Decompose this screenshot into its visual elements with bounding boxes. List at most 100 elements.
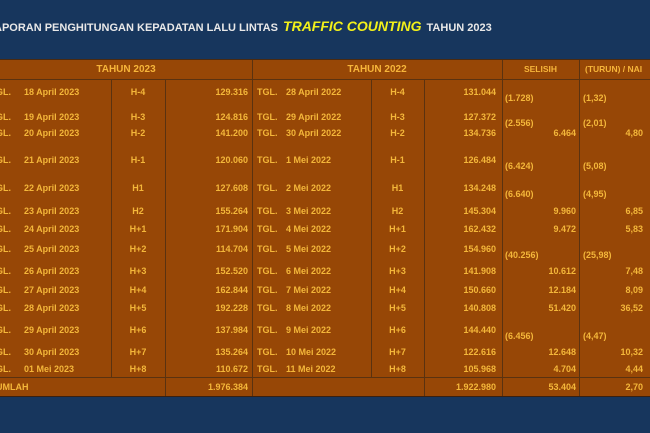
date-2022: 11 Mei 2022 <box>286 364 336 374</box>
percent-value: 4,80 <box>625 128 643 138</box>
row-tgl-label: GL. <box>0 303 11 313</box>
column-divider <box>252 60 253 396</box>
percent-value: (25,98) <box>583 250 612 260</box>
percent-value: 10,32 <box>620 347 643 357</box>
percent-value: (1,32) <box>583 93 607 103</box>
date-2022: 8 Mei 2022 <box>286 303 332 313</box>
date-2023: 19 April 2023 <box>24 112 80 122</box>
count-2023: 135.264 <box>215 347 248 357</box>
count-2023: 192.228 <box>215 303 248 313</box>
h-label-2022: H-2 <box>390 128 405 138</box>
h-label-2022: H-1 <box>390 155 405 165</box>
selisih-value: 9.960 <box>553 206 576 216</box>
percent-value: 8,09 <box>625 285 643 295</box>
selisih-value: 12.184 <box>548 285 576 295</box>
count-2023: 124.816 <box>215 112 248 122</box>
count-2022: 150.660 <box>463 285 496 295</box>
h-label-2022: H+8 <box>389 364 406 374</box>
h-label-2023: H+1 <box>129 224 147 234</box>
header-selisih: SELISIH <box>523 64 558 74</box>
selisih-value: (1.728) <box>505 93 534 103</box>
h-label-2022: H-4 <box>390 87 405 97</box>
count-2022: 154.960 <box>463 244 496 254</box>
row-tgl-label: TGL. <box>257 303 278 313</box>
row-tgl-label: GL. <box>0 206 11 216</box>
date-2023: 22 April 2023 <box>24 183 80 193</box>
date-2023: 24 April 2023 <box>24 224 80 234</box>
count-2023: 129.316 <box>215 87 248 97</box>
column-divider <box>371 79 372 377</box>
date-2023: 26 April 2023 <box>24 266 80 276</box>
count-2022: 105.968 <box>463 364 496 374</box>
column-divider <box>502 60 503 396</box>
row-tgl-label: TGL. <box>257 325 278 335</box>
row-tgl-label: GL. <box>0 364 11 374</box>
column-divider <box>579 60 580 396</box>
selisih-value: (6.424) <box>505 161 534 171</box>
total-label: UMLAH <box>0 382 29 392</box>
row-tgl-label: GL. <box>0 155 11 165</box>
count-2023: 162.844 <box>215 285 248 295</box>
h-label-2022: H-3 <box>390 112 405 122</box>
title-highlight: TRAFFIC COUNTING <box>283 18 422 34</box>
date-2023: 25 April 2023 <box>24 244 80 254</box>
percent-value: (4,47) <box>583 331 607 341</box>
date-2022: 29 April 2022 <box>286 112 342 122</box>
row-tgl-label: GL. <box>0 285 11 295</box>
count-2023: 155.264 <box>215 206 248 216</box>
selisih-value: 6.464 <box>553 128 576 138</box>
date-2022: 1 Mei 2022 <box>286 155 332 165</box>
count-2022: 134.736 <box>463 128 496 138</box>
header-persen: (TURUN) / NAI <box>585 64 643 74</box>
report-title: APORAN PENGHITUNGAN KEPADATAN LALU LINTA… <box>0 18 492 34</box>
count-2023: 152.520 <box>215 266 248 276</box>
row-tgl-label: TGL. <box>257 155 278 165</box>
count-2023: 110.672 <box>215 364 248 374</box>
title-prefix: APORAN PENGHITUNGAN KEPADATAN LALU LINTA… <box>0 22 278 34</box>
selisih-value: (6.456) <box>505 331 534 341</box>
date-2023: 27 April 2023 <box>24 285 80 295</box>
row-tgl-label: GL. <box>0 266 11 276</box>
h-label-2022: H1 <box>391 183 404 193</box>
h-label-2022: H+5 <box>389 303 406 313</box>
h-label-2023: H-2 <box>130 128 146 138</box>
date-2022: 30 April 2022 <box>286 128 342 138</box>
total-percent: 2,70 <box>625 382 643 392</box>
row-tgl-label: GL. <box>0 112 11 122</box>
row-tgl-label: GL. <box>0 325 11 335</box>
header-divider <box>0 79 650 80</box>
h-label-2023: H+2 <box>129 244 147 254</box>
percent-value: 36,52 <box>620 303 643 313</box>
row-tgl-label: TGL. <box>257 183 278 193</box>
count-2023: 141.200 <box>215 128 248 138</box>
date-2023: 18 April 2023 <box>24 87 80 97</box>
row-tgl-label: TGL. <box>257 364 278 374</box>
column-divider <box>165 79 166 396</box>
date-2022: 28 April 2022 <box>286 87 342 97</box>
selisih-value: 10.612 <box>548 266 576 276</box>
count-2023: 127.608 <box>215 183 248 193</box>
header-2023: TAHUN 2023 <box>96 64 156 75</box>
h-label-2023: H1 <box>132 183 144 193</box>
percent-value: 4,44 <box>625 364 643 374</box>
selisih-value: 4.704 <box>553 364 576 374</box>
h-label-2023: H+4 <box>129 285 147 295</box>
count-2022: 127.372 <box>463 112 496 122</box>
row-tgl-label: TGL. <box>257 128 278 138</box>
percent-value: 7,48 <box>625 266 643 276</box>
row-tgl-label: TGL. <box>257 224 278 234</box>
h-label-2023: H-4 <box>130 87 146 97</box>
row-tgl-label: GL. <box>0 224 11 234</box>
row-tgl-label: TGL. <box>257 347 278 357</box>
selisih-value: 51.420 <box>548 303 576 313</box>
count-2022: 140.808 <box>463 303 496 313</box>
selisih-value: 12.648 <box>548 347 576 357</box>
h-label-2023: H+6 <box>129 325 147 335</box>
h-label-2022: H+2 <box>389 244 406 254</box>
date-2023: 21 April 2023 <box>24 155 80 165</box>
percent-value: (5,08) <box>583 161 607 171</box>
count-2022: 141.908 <box>463 266 496 276</box>
date-2022: 4 Mei 2022 <box>286 224 332 234</box>
count-2022: 126.484 <box>463 155 496 165</box>
h-label-2022: H+1 <box>389 224 406 234</box>
